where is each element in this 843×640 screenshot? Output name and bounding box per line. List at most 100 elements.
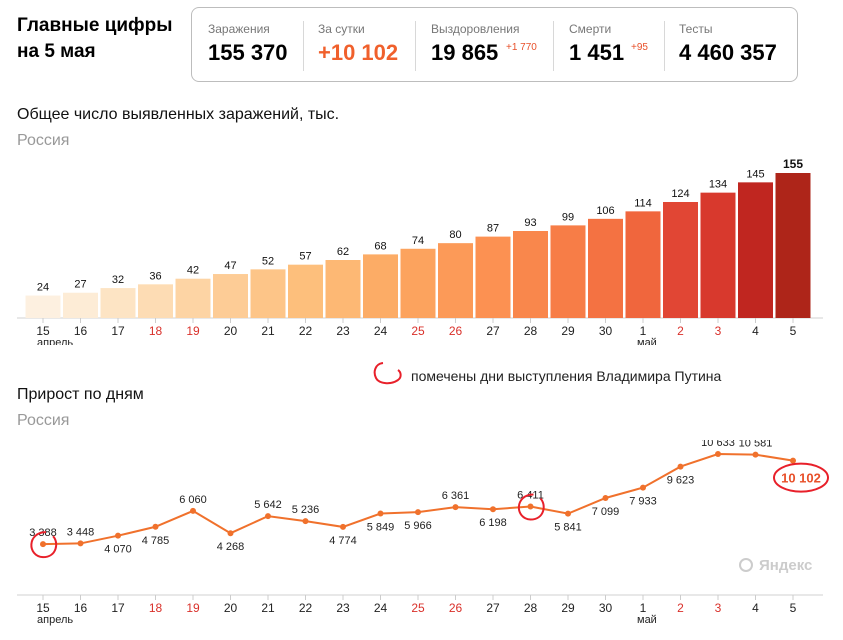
data-point	[115, 532, 121, 539]
data-point	[340, 523, 346, 530]
x-tick-label: 22	[299, 601, 313, 615]
x-tick-label: 18	[149, 324, 163, 338]
data-label: 62	[337, 246, 349, 258]
data-label: 6 198	[479, 517, 507, 529]
x-tick-label: 16	[74, 324, 88, 338]
bar	[513, 231, 548, 318]
data-label: 24	[37, 282, 49, 294]
data-label: 5 642	[254, 499, 282, 511]
data-label: 74	[412, 235, 424, 247]
x-tick-label: 4	[752, 324, 759, 338]
data-point	[152, 523, 159, 530]
bar	[475, 236, 511, 318]
bar	[700, 192, 736, 318]
stat-infections-label: Заражения	[208, 22, 270, 36]
yandex-watermark-text: Яндекс	[759, 557, 813, 574]
bar	[775, 173, 811, 318]
x-tick-label: 21	[261, 324, 275, 338]
x-tick-label: 22	[299, 324, 313, 338]
stat-deaths-value: 1 451	[569, 40, 625, 65]
stat-deaths-delta: +95	[631, 42, 648, 53]
x-tick-label: 5	[790, 601, 797, 615]
data-point	[40, 541, 46, 548]
x-tick-label: 3	[715, 324, 722, 338]
divider	[664, 21, 665, 71]
data-label: 6 361	[442, 490, 470, 502]
x-tick-label: 17	[111, 324, 125, 338]
data-label: 42	[187, 265, 199, 277]
x-tick-label: 20	[224, 324, 238, 338]
data-label: 32	[112, 274, 124, 286]
data-point	[302, 518, 309, 525]
bar-chart-title: Общее число выявленных заражений, тыс.	[17, 106, 340, 123]
x-tick-label: 1	[640, 601, 647, 615]
month-label: май	[637, 337, 657, 345]
x-tick-label: 25	[411, 324, 425, 338]
x-tick-label: 28	[524, 324, 538, 338]
title-line-2: на 5 мая	[17, 41, 96, 62]
data-label: 4 070	[104, 544, 132, 556]
data-point	[415, 509, 421, 516]
bar	[63, 292, 98, 318]
x-tick-label: 2	[677, 324, 684, 338]
data-point	[377, 510, 384, 517]
data-label: 124	[671, 188, 689, 200]
stats-panel: Заражения 155 370 За сутки +10 102 Выздо…	[191, 7, 798, 82]
yandex-logo-icon	[739, 558, 753, 572]
bar	[213, 274, 248, 318]
stat-tests-value: 4 460 357	[679, 40, 777, 65]
data-point	[640, 484, 646, 491]
x-tick-label: 26	[449, 601, 463, 615]
stat-infections-value: 155 370	[208, 40, 288, 65]
month-label: апрель	[37, 337, 73, 345]
x-tick-label: 30	[599, 601, 613, 615]
x-tick-label: 15	[36, 601, 50, 615]
bar-chart: 2415271632173618421947205221572262236824…	[17, 157, 823, 345]
divider	[303, 21, 304, 71]
bar	[288, 264, 323, 318]
data-label: 99	[562, 211, 574, 223]
x-tick-label: 23	[336, 601, 350, 615]
data-label: 10 102	[781, 471, 821, 486]
bar	[738, 182, 773, 318]
data-label: 114	[634, 197, 652, 209]
page-title: Главные цифры на 5 мая	[17, 13, 173, 65]
data-label: 47	[224, 260, 236, 272]
data-label: 3 448	[67, 526, 95, 538]
bar	[438, 243, 473, 318]
data-label: 134	[709, 179, 727, 191]
data-label: 145	[746, 168, 764, 180]
x-tick-label: 18	[149, 601, 163, 615]
bar	[588, 218, 623, 318]
data-label: 80	[449, 229, 461, 241]
data-label: 6 060	[179, 494, 207, 506]
bar	[363, 254, 398, 318]
bar	[25, 295, 61, 318]
yandex-watermark: Яндекс	[739, 557, 812, 574]
data-label: 57	[299, 251, 311, 263]
divider	[415, 21, 416, 71]
x-tick-label: 25	[411, 601, 425, 615]
bar-chart-subtitle: Россия	[17, 132, 70, 149]
x-tick-label: 27	[486, 601, 500, 615]
data-point	[715, 451, 721, 457]
line-chart-subtitle: Россия	[17, 412, 70, 429]
data-label: 36	[149, 270, 161, 282]
stat-recovered-delta: +1 770	[506, 42, 537, 53]
x-tick-label: 29	[561, 324, 575, 338]
data-point	[602, 494, 609, 501]
month-label: апрель	[37, 614, 73, 626]
x-tick-label: 4	[752, 601, 759, 615]
x-tick-label: 5	[790, 324, 797, 338]
stat-tests-label: Тесты	[679, 22, 713, 36]
x-tick-label: 24	[374, 324, 388, 338]
data-label: 5 849	[367, 522, 395, 534]
data-point	[265, 513, 271, 520]
data-label: 5 966	[404, 520, 432, 532]
data-label: 87	[487, 223, 499, 235]
data-point	[227, 530, 234, 537]
x-tick-label: 20	[224, 601, 238, 615]
data-label: 5 236	[292, 504, 320, 516]
x-tick-label: 17	[111, 601, 125, 615]
